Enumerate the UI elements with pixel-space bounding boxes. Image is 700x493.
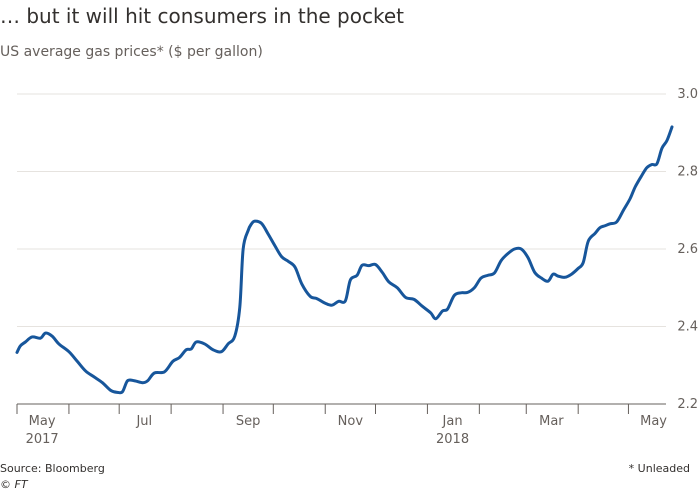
x-tick-label: May [640,414,667,429]
y-tick-label: 2.6 [677,242,698,257]
x-tick-label: Jul [135,414,152,429]
x-tick-label: Mar [539,414,564,429]
series-layer [15,125,674,395]
y-tick-label: 2.2 [677,397,698,412]
gas-price-series-line [15,125,674,395]
gridlines [17,93,666,327]
footnote: * Unleaded [629,462,690,475]
ft-credit: © FT [0,478,29,491]
x-tick-label: Jan [442,414,463,429]
x-tick-label: Nov [338,414,364,429]
source-note: Source: Bloomberg [0,462,105,475]
x-tick-year-label: 2018 [436,432,469,447]
y-tick-label: 2.8 [677,165,698,180]
x-tick-year-label: 2017 [26,432,59,447]
chart-title: … but it will hit consumers in the pocke… [0,4,404,28]
y-tick-label: 3.0 [677,87,698,102]
y-axis-labels: 2.2 2.4 2.6 2.8 3.0 [677,87,698,412]
x-tick-label: Sep [236,414,261,429]
x-tick-label: May [29,414,56,429]
x-axis: May 2017 Jul Sep Nov Jan 2018 Mar May [16,403,667,447]
y-tick-label: 2.4 [677,320,698,335]
chart-subtitle: US average gas prices* ($ per gallon) [0,44,263,60]
